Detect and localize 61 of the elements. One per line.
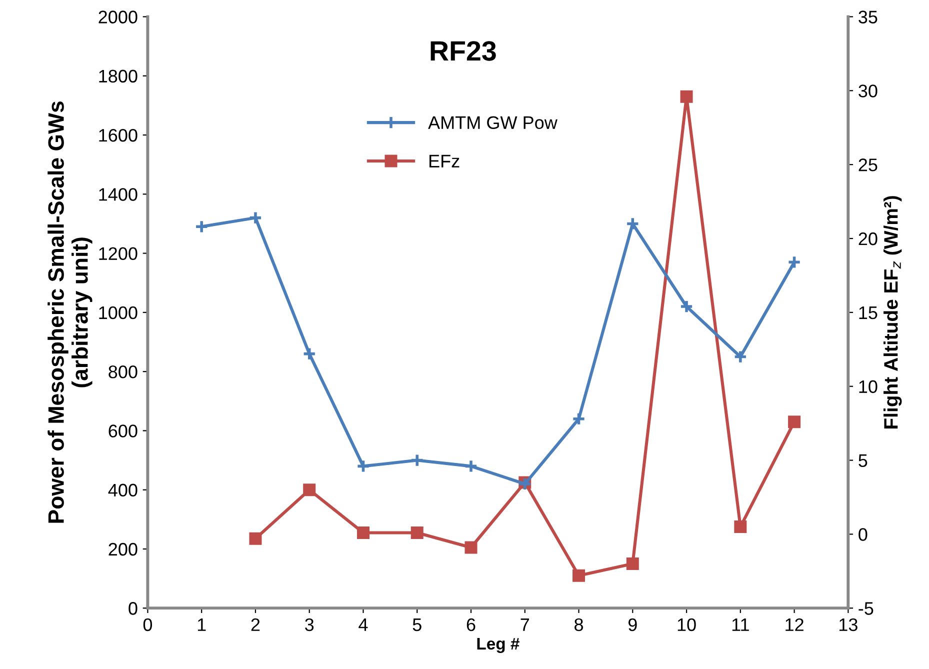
y-tick-label: 1800: [99, 70, 138, 83]
x-tick-label: 5: [412, 618, 422, 632]
y-axis-title: Power of Mesospheric Small-Scale GWs (arbitrary unit): [48, 102, 92, 523]
point: [464, 459, 478, 474]
y-tick-label: 0: [128, 602, 138, 615]
text: RF23: [430, 41, 496, 61]
y2-tick-label: 15: [859, 306, 878, 320]
point: [194, 220, 209, 234]
point: [788, 416, 801, 428]
point: [626, 216, 640, 231]
y2-tick-label: 5: [858, 454, 868, 467]
legend-label: EFz: [429, 154, 460, 168]
x-tick-label: 11: [732, 618, 749, 631]
y2-tick-label: -5: [858, 602, 874, 615]
x-tick-label: 3: [305, 618, 314, 632]
point: [356, 526, 370, 539]
y2-tick-label: 25: [858, 158, 878, 172]
point: [680, 90, 693, 103]
point: [248, 210, 262, 225]
y-tick-label: 600: [108, 424, 138, 438]
point: [249, 532, 262, 545]
y-tick-label: 2000: [98, 10, 138, 24]
point: [302, 346, 316, 361]
point: [734, 520, 747, 534]
x-tick-label: 12: [786, 618, 804, 631]
y-tick-label: 1200: [99, 247, 138, 260]
x-tick-label: 7: [520, 618, 529, 631]
y-tick-label: 1000: [99, 306, 138, 320]
y-tick-label: 1600: [99, 128, 138, 142]
y-tick-label: 200: [108, 542, 138, 556]
y2-tick-label: 30: [858, 84, 878, 98]
point: [303, 484, 316, 496]
point: [410, 526, 424, 539]
x-tick-label: 13: [840, 618, 858, 632]
legend-label: AMTM GW Pow: [428, 116, 558, 130]
y2-tick-label: 10: [859, 380, 878, 394]
x-tick-label: 2: [251, 618, 260, 631]
point: [464, 541, 478, 554]
y2-tick-label: 35: [858, 10, 878, 24]
y-tick-label: 400: [108, 484, 138, 497]
y2-tick-label: 20: [858, 232, 878, 246]
x-tick-label: 0: [143, 618, 152, 632]
point: [787, 255, 802, 270]
x-tick-label: 4: [358, 618, 368, 631]
x-tick-label: 6: [466, 618, 476, 632]
point: [680, 300, 694, 314]
x-tick-label: 8: [574, 618, 584, 632]
x-tick-label: 1: [198, 618, 206, 631]
y-tick-label: 800: [108, 365, 138, 378]
point: [572, 569, 586, 582]
point: [572, 412, 586, 426]
x-tick-label: 9: [628, 618, 637, 632]
y2-tick-label: 0: [858, 528, 868, 541]
point: [626, 558, 639, 570]
x-tick-label: 10: [678, 618, 696, 632]
y-tick-label: 1400: [99, 188, 138, 201]
x-axis-title: Leg #: [477, 638, 520, 653]
point: [410, 453, 424, 468]
y2-axis-title: Flight Altitude EF$_{z}$ (W/m²): [884, 196, 902, 428]
point: [733, 350, 748, 364]
point: [356, 459, 370, 474]
